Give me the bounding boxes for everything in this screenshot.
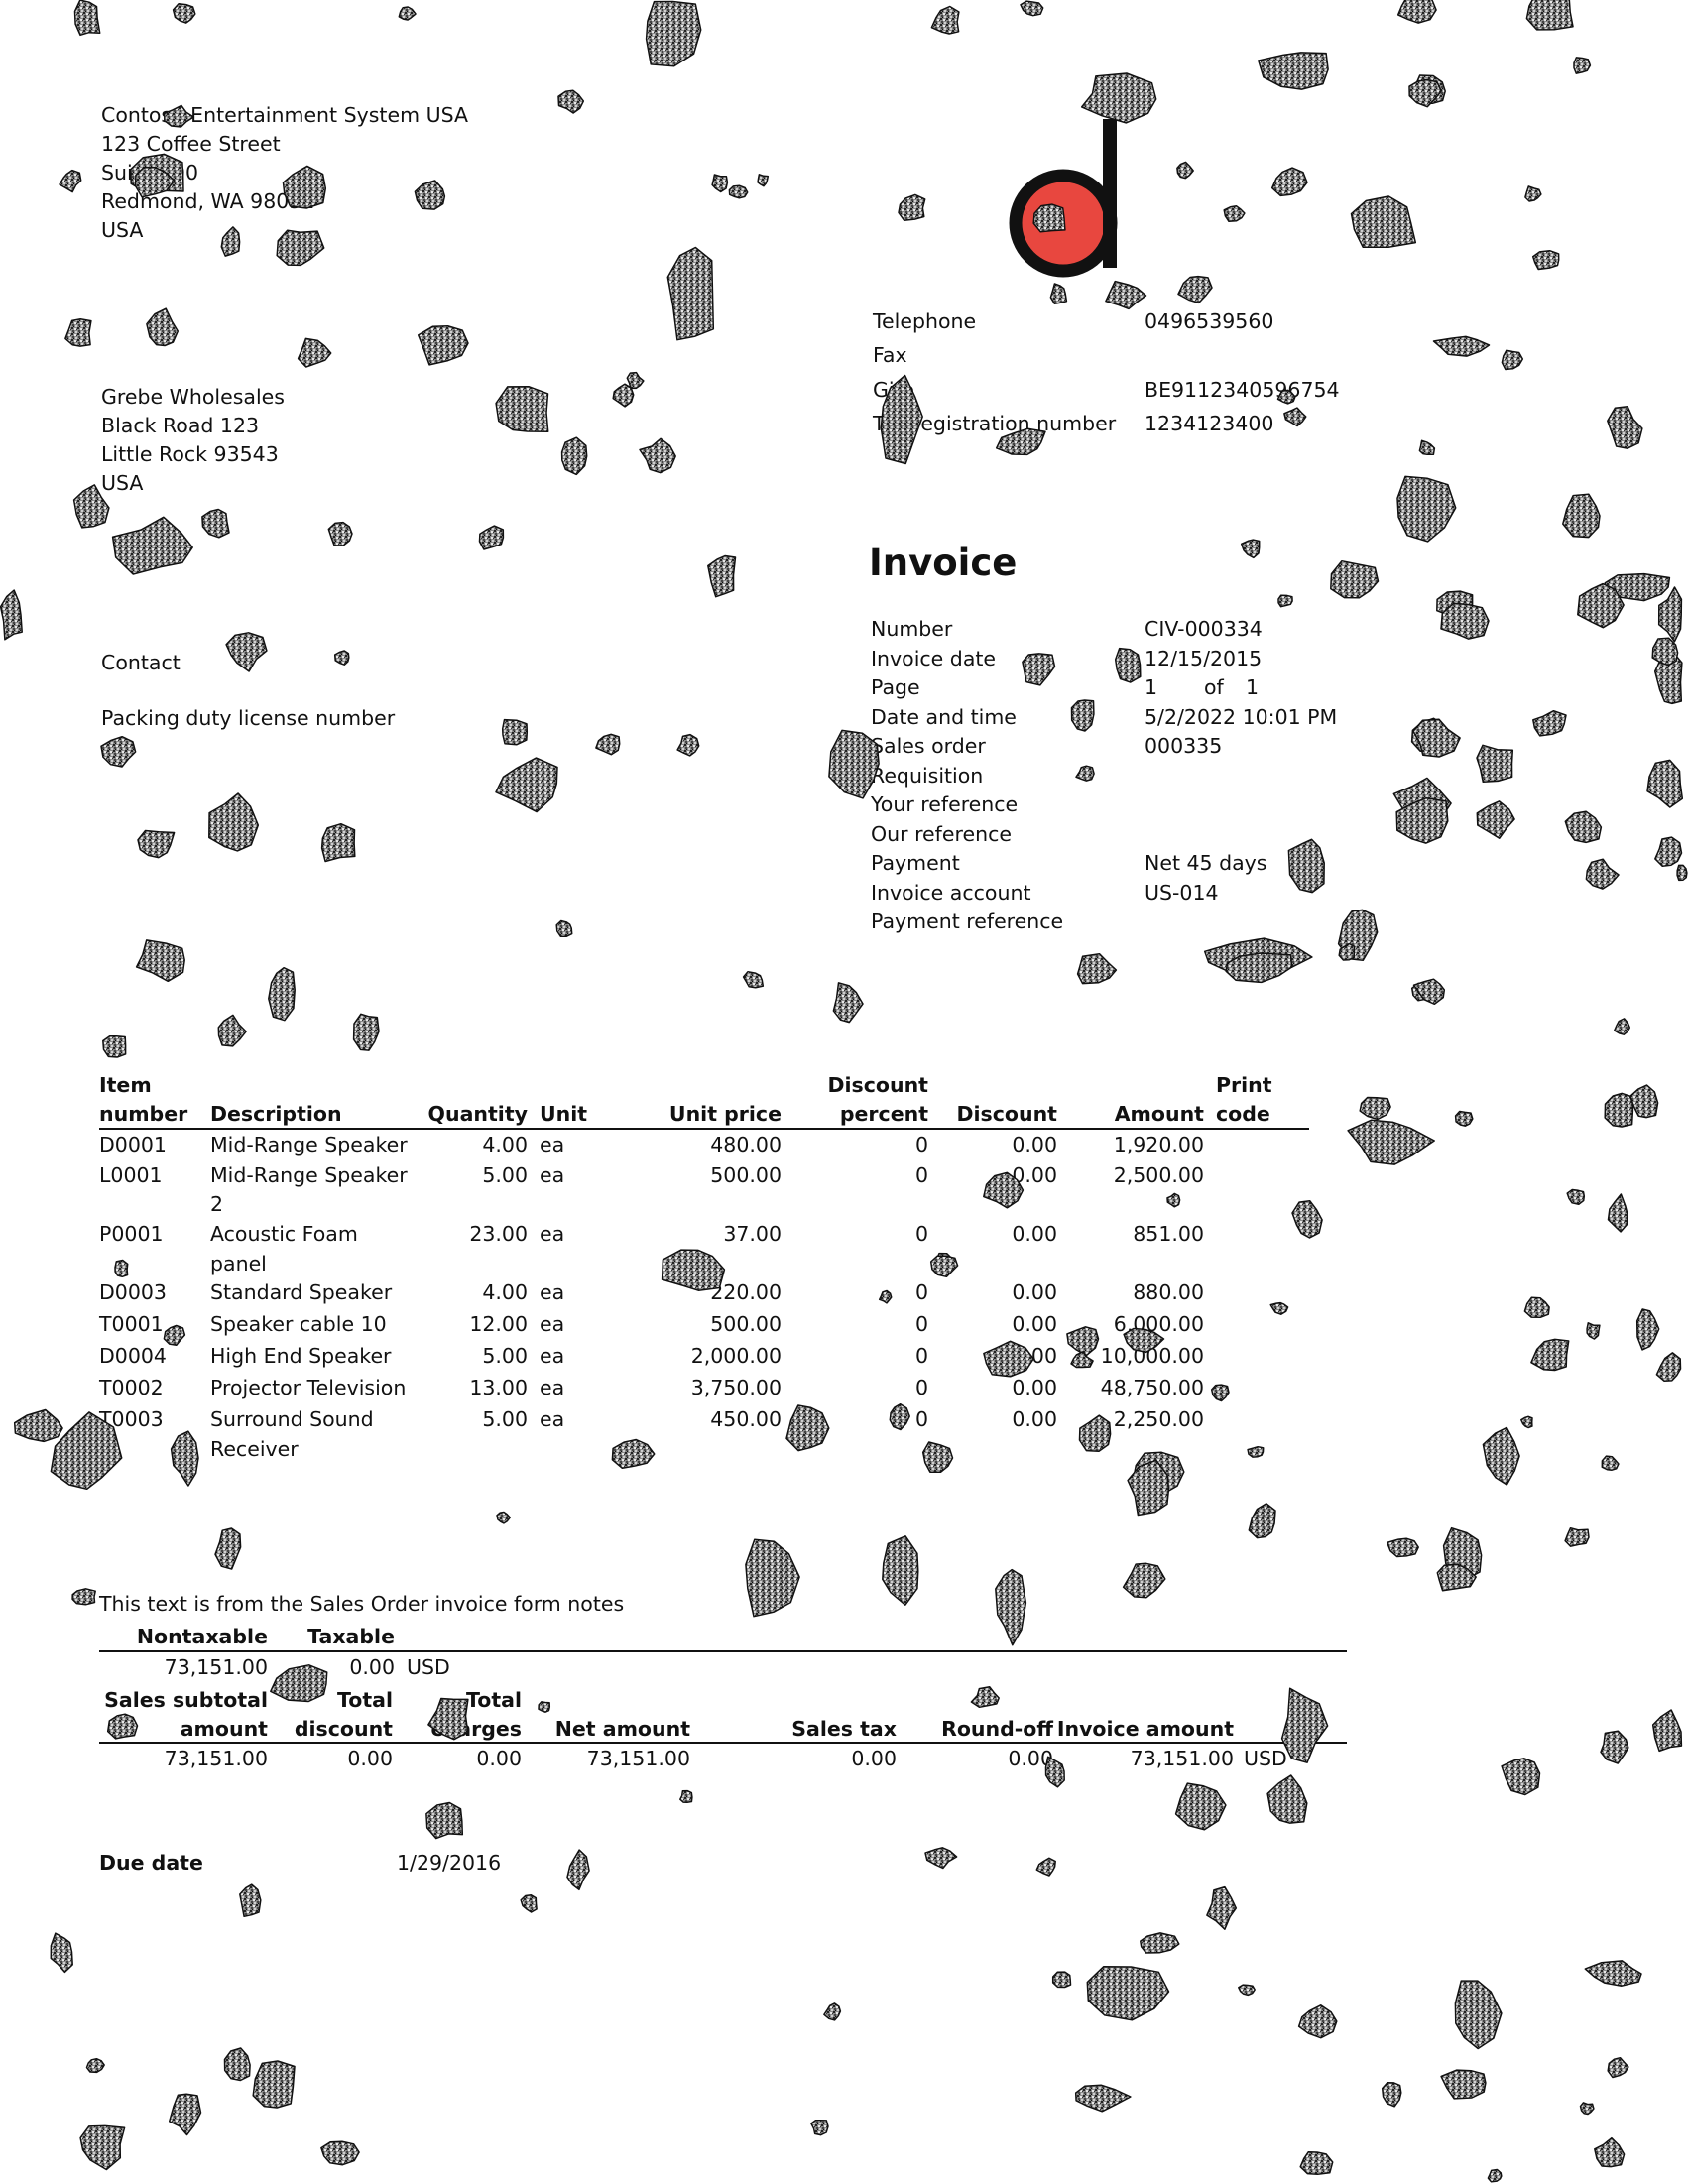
total-discount-value: 0.00: [347, 1745, 393, 1773]
speckle-blob: [51, 1933, 72, 1972]
speckle-blob: [925, 1848, 957, 1869]
speckle-blob: [225, 2048, 251, 2081]
speckle-blob: [1141, 1933, 1179, 1953]
speckle-blob: [1176, 1783, 1226, 1830]
net-amount-label: Net amount: [555, 1715, 690, 1744]
speckle-blob: [426, 1803, 462, 1839]
speckle-blob: [1076, 2085, 1131, 2112]
speckle-blob: [1207, 1887, 1236, 1930]
due-date-value: 1/29/2016: [397, 1849, 501, 1878]
speckle-blob: [811, 2121, 828, 2135]
total-charges-label-1: Total: [466, 1686, 522, 1715]
speckle-blob: [521, 1895, 537, 1912]
totals-rule: [99, 1742, 1347, 1744]
round-off-value: 0.00: [1008, 1745, 1053, 1773]
speckle-blob: [1581, 2103, 1594, 2115]
speckle-blob: [680, 1791, 692, 1803]
speckle-blob: [1441, 2070, 1486, 2099]
invoice-amount-value: 73,151.00: [1131, 1745, 1234, 1773]
speckle-blob: [1488, 2170, 1501, 2182]
speckle-blob: [321, 2141, 359, 2165]
speckle-blob: [1383, 2083, 1401, 2107]
speckle-blob: [253, 2061, 295, 2108]
total-charges-label-2: charges: [431, 1715, 522, 1744]
speckle-blob: [87, 2059, 105, 2073]
speckle-blob: [1608, 2058, 1628, 2078]
speckle-blob: [824, 2003, 841, 2020]
speckle-blob: [1455, 1981, 1502, 2048]
speckle-blob: [1036, 1858, 1055, 1876]
speckle-blob: [1087, 1967, 1168, 2020]
total-discount-label-2: discount: [295, 1715, 393, 1744]
totals-summary: Sales subtotal amount Total discount Tot…: [0, 0, 1688, 1785]
sales-tax-label: Sales tax: [791, 1715, 897, 1744]
invoice-amount-label: Invoice amount: [1057, 1715, 1234, 1744]
speckle-blob: [1300, 2152, 1333, 2175]
net-amount-value: 73,151.00: [587, 1745, 690, 1773]
speckle-blob: [567, 1850, 589, 1889]
sales-subtotal-value: 73,151.00: [165, 1745, 268, 1773]
speckle-blob: [80, 2125, 125, 2169]
round-off-label: Round-off: [941, 1715, 1053, 1744]
invoice-currency: USD: [1244, 1745, 1287, 1773]
sales-subtotal-label-2: amount: [181, 1715, 268, 1744]
speckle-blob: [1595, 2138, 1625, 2167]
speckle-blob: [1053, 1972, 1071, 1987]
due-date-label: Due date: [99, 1849, 203, 1878]
speckle-blob: [1585, 1961, 1641, 1986]
speckle-blob: [1299, 2005, 1337, 2038]
total-charges-value: 0.00: [476, 1745, 522, 1773]
total-discount-label-1: Total: [337, 1686, 393, 1715]
speckle-blob: [240, 1884, 261, 1916]
sales-subtotal-label-1: Sales subtotal: [104, 1686, 268, 1715]
sales-tax-value: 0.00: [851, 1745, 897, 1773]
speckle-blob: [1239, 1985, 1255, 1995]
speckle-blob: [170, 2094, 201, 2134]
